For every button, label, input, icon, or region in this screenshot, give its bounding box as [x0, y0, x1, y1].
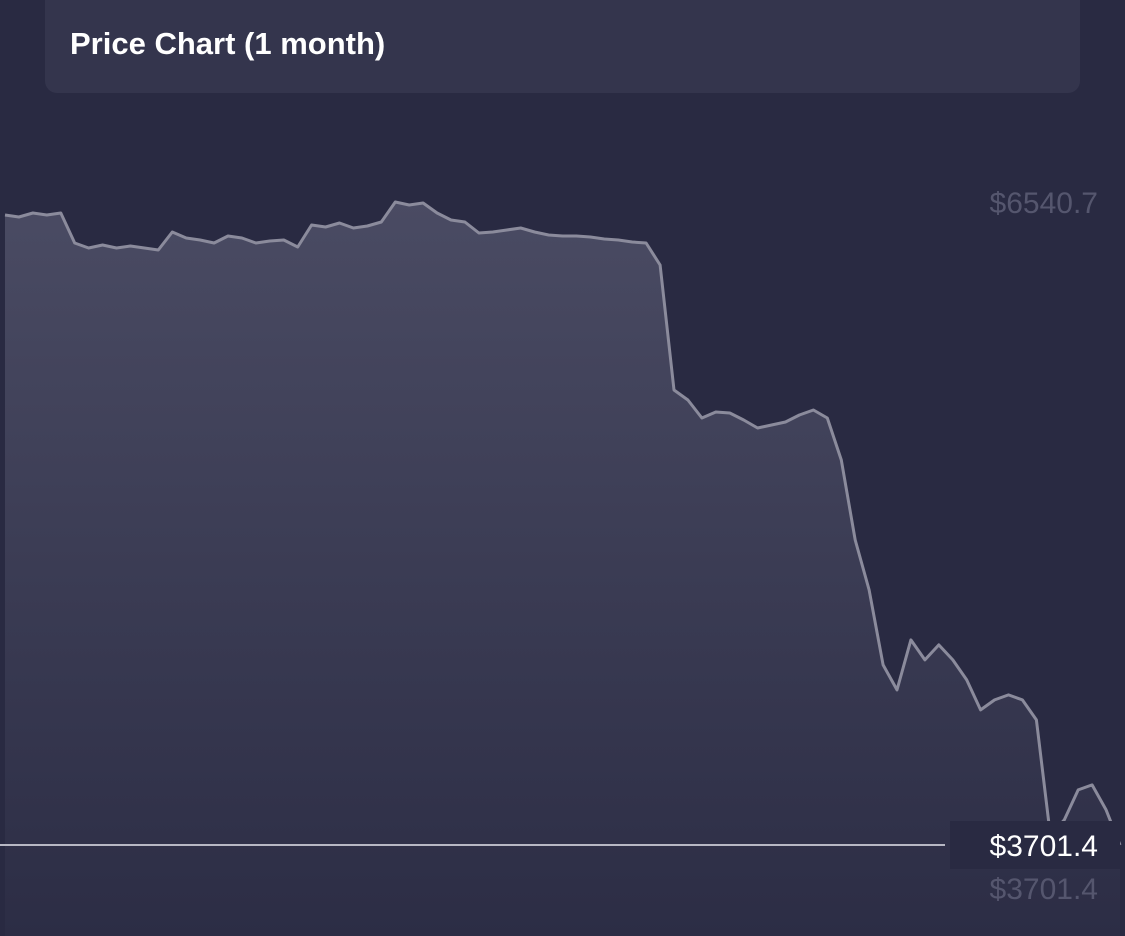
- chart-title: Price Chart (1 month): [70, 26, 385, 61]
- price-line: [4, 200, 1122, 846]
- y-tick-label: $3701.4: [990, 873, 1098, 906]
- price-area: [5, 202, 1120, 936]
- current-price-bg: [950, 821, 1120, 869]
- current-price-label: $3701.4: [990, 830, 1098, 863]
- header-card: [45, 0, 1080, 93]
- y-tick-label: $6540.7: [990, 187, 1098, 220]
